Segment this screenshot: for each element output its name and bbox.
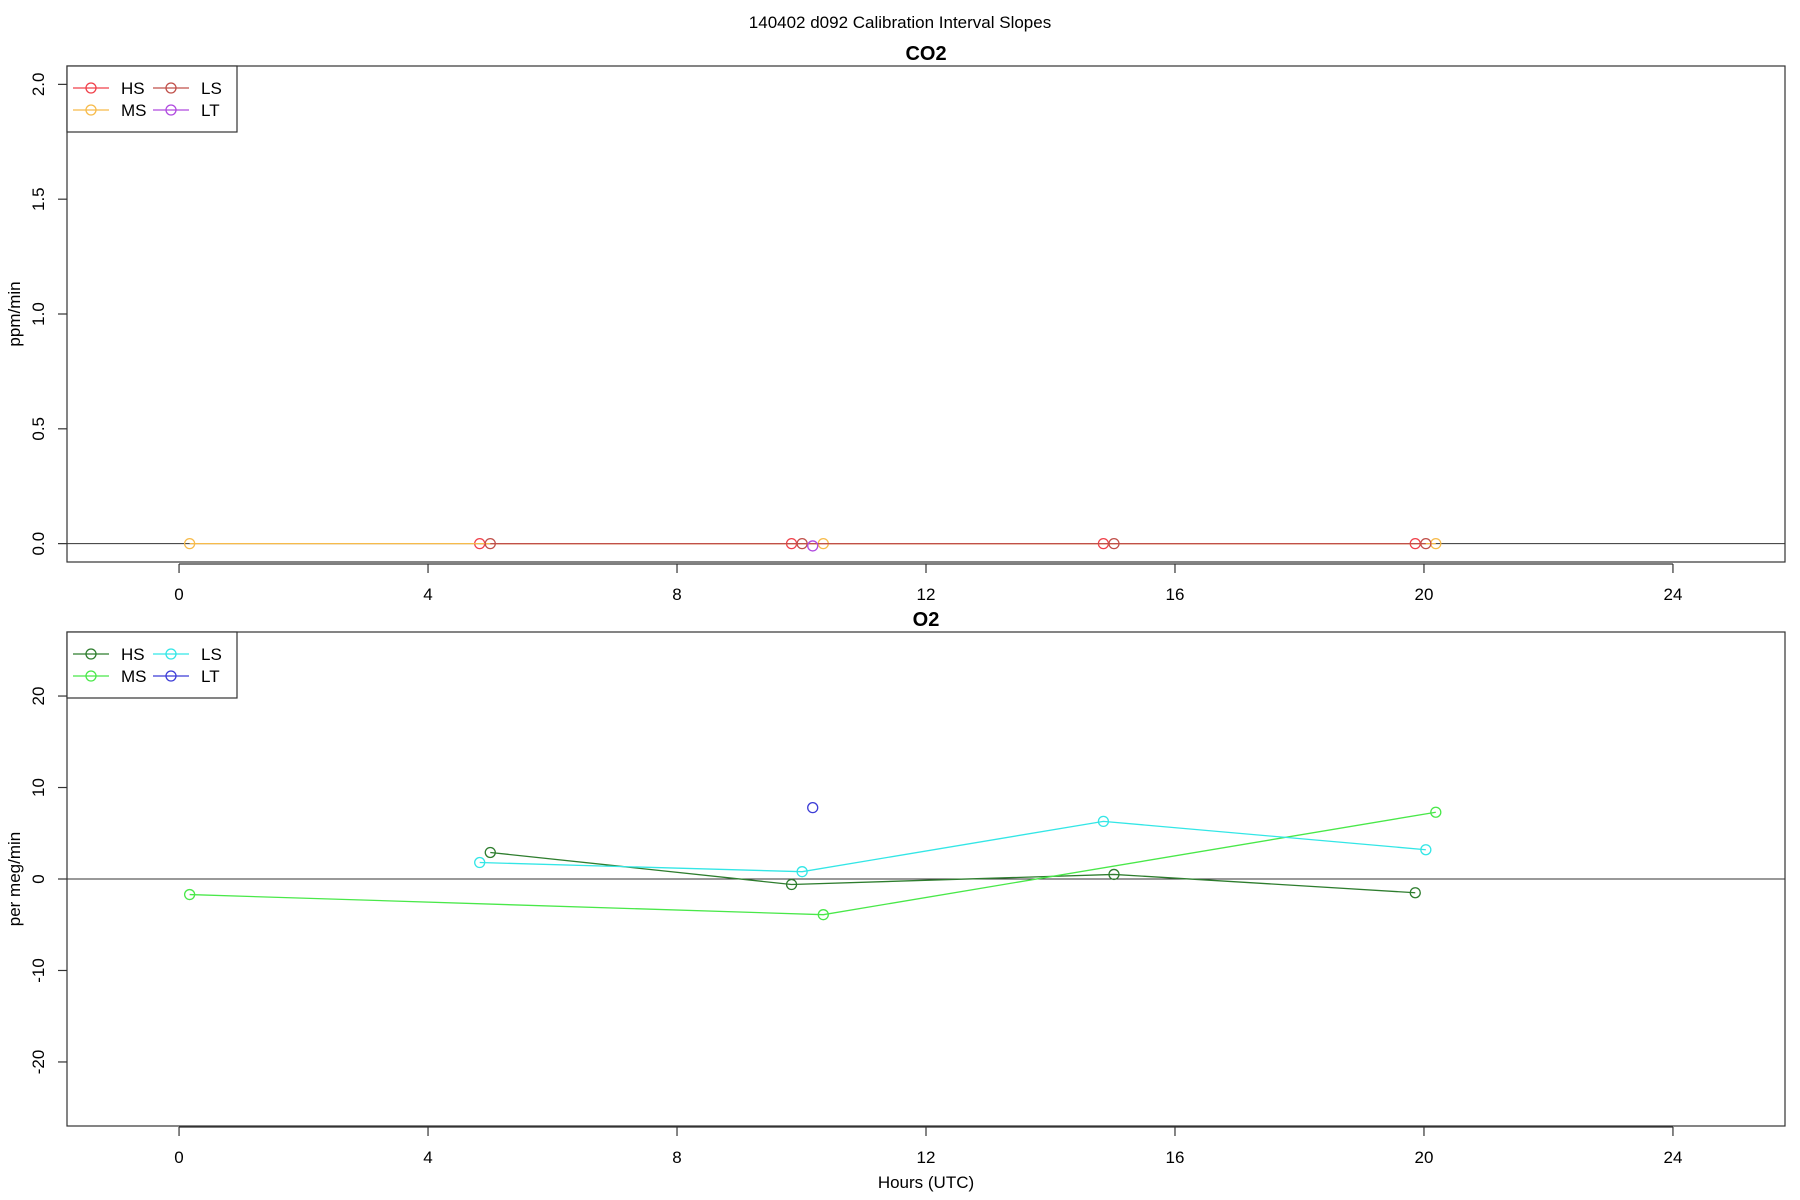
panel-title: CO2 [905, 43, 946, 65]
series-ls [484, 537, 1432, 550]
series-line [189, 811, 1436, 916]
y-tick-label: 2.0 [29, 73, 48, 97]
x-tick-label: 20 [1415, 585, 1434, 604]
legend-entry-ls: LS [153, 79, 222, 98]
plot-frame [66, 65, 1786, 563]
data-point [1420, 844, 1432, 856]
legend-swatch-marker [165, 82, 177, 94]
y-tick-label: 10 [29, 778, 48, 797]
data-point [1097, 815, 1110, 828]
legend-entry-hs: HS [73, 645, 145, 664]
panel-title: O2 [913, 609, 940, 631]
series-line [490, 851, 1416, 894]
legend-label: LS [201, 79, 222, 98]
x-tick-label: 12 [917, 585, 936, 604]
legend-swatch-marker [85, 104, 97, 116]
legend-label: MS [121, 667, 147, 686]
data-point [484, 537, 496, 550]
legend: HS MS LS LT [66, 65, 238, 133]
x-tick-label: 0 [174, 585, 183, 604]
y-axis-label: per meg/min [5, 832, 24, 926]
legend-label: LS [201, 645, 222, 664]
legend-label: LT [201, 667, 220, 686]
legend-swatch-marker [85, 670, 97, 682]
legend-entry-hs: HS [73, 79, 145, 98]
y-tick-label: -10 [29, 958, 48, 983]
data-point [796, 537, 808, 550]
x-axis-label: Hours (UTC) [878, 1173, 974, 1192]
y-tick-label: 1.0 [29, 302, 48, 326]
data-point [1108, 537, 1120, 550]
data-point [807, 540, 819, 552]
data-point [1420, 537, 1432, 550]
data-point [796, 866, 808, 878]
series-hs [484, 846, 1421, 899]
y-tick-label: 1.5 [29, 187, 48, 211]
x-tick-label: 8 [672, 1148, 681, 1167]
data-point [484, 846, 496, 859]
legend-label: MS [121, 101, 147, 120]
legend-swatch-marker [85, 82, 97, 94]
data-point [817, 909, 829, 921]
y-tick-label: -20 [29, 1050, 48, 1075]
x-tick-label: 24 [1663, 585, 1682, 604]
x-tick-label: 4 [423, 585, 432, 604]
legend-swatch-marker [165, 670, 177, 682]
series-line [479, 820, 1426, 873]
data-point [474, 856, 486, 869]
series-lt [807, 540, 819, 552]
legend-swatch-marker [165, 648, 177, 660]
x-tick-label: 20 [1415, 1148, 1434, 1167]
x-tick-label: 16 [1166, 585, 1185, 604]
legend-entry-ms: MS [73, 101, 147, 120]
x-tick-label: 8 [672, 585, 681, 604]
legend-entry-lt: LT [153, 667, 220, 686]
y-tick-label: 0.5 [29, 417, 48, 441]
chart-panel-o2: O2 0 4 8 12 16 20 24 -20 -10 0 10 20 per meg/min Hours… [5, 609, 1786, 1192]
series-lt [807, 801, 819, 814]
x-tick-label: 16 [1166, 1148, 1185, 1167]
legend-entry-ls: LS [153, 645, 222, 664]
data-point [183, 537, 196, 550]
data-point [807, 801, 819, 814]
legend-label: HS [121, 645, 145, 664]
figure-title: 140402 d092 Calibration Interval Slopes [749, 13, 1051, 32]
legend-swatch-marker [85, 648, 97, 660]
legend-entry-ms: MS [73, 667, 147, 686]
y-tick-label: 0.0 [29, 532, 48, 556]
legend-box [66, 631, 238, 699]
y-tick-label: 20 [29, 687, 48, 706]
x-tick-label: 24 [1663, 1148, 1682, 1167]
chart-panels: CO2 0 4 8 12 16 20 24 0.0 0.5 1.0 1.5 2.0 ppm/min HS MS… [5, 43, 1786, 1192]
data-point [183, 888, 196, 901]
x-tick-label: 12 [917, 1148, 936, 1167]
x-tick-label: 4 [423, 1148, 432, 1167]
legend-entry-lt: LT [153, 101, 220, 120]
data-point [1409, 887, 1421, 899]
data-point [785, 878, 798, 891]
data-point [1430, 806, 1442, 818]
y-axis-label: ppm/min [5, 281, 24, 346]
chart-panel-co2: CO2 0 4 8 12 16 20 24 0.0 0.5 1.0 1.5 2.0 ppm/min HS MS… [5, 43, 1786, 604]
y-tick-label: 0 [29, 874, 48, 883]
legend: HS MS LS LT [66, 631, 238, 699]
legend-box [66, 65, 238, 133]
data-point [1108, 868, 1120, 881]
series-ls [474, 815, 1432, 878]
legend-swatch-marker [165, 104, 177, 116]
x-tick-label: 0 [174, 1148, 183, 1167]
series-ms [183, 806, 1442, 921]
legend-label: LT [201, 101, 220, 120]
legend-label: HS [121, 79, 145, 98]
